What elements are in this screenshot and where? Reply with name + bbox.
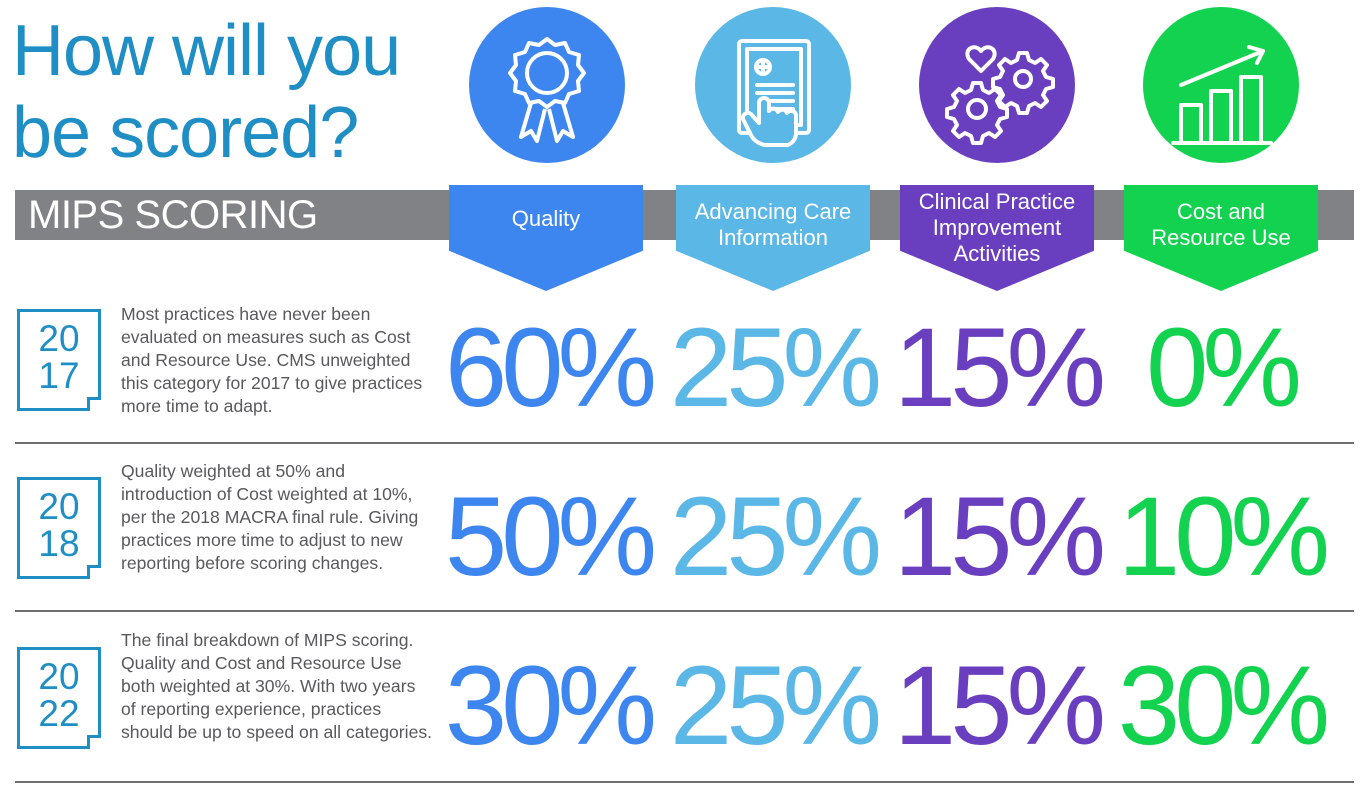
advancing-circle: [695, 7, 851, 163]
category-label-quality: Quality: [511, 206, 581, 231]
category-banner-quality: Quality: [449, 185, 643, 291]
title-line-2: be scored?: [12, 93, 359, 173]
bar-chart-arrow-icon: [1171, 45, 1273, 145]
value-advancing-2018: 25%: [669, 474, 882, 599]
year-calendar-2017: 20 17: [17, 309, 101, 411]
category-banner-cost: Cost and Resource Use: [1124, 185, 1318, 291]
category-label-advancing: Advancing Care Information: [694, 199, 852, 250]
value-cost-2022: 30%: [1117, 643, 1330, 768]
gears-heart-icon: [945, 45, 1055, 145]
title-line-1: How will you: [12, 11, 401, 91]
year-bottom: 17: [38, 355, 80, 396]
year-top: 20: [38, 656, 80, 697]
category-label-clinical: Clinical Practice Improvement Activities: [918, 189, 1076, 266]
value-cost-2017: 0%: [1146, 305, 1302, 430]
row-description-2018: Quality weighted at 50% and introduction…: [121, 461, 419, 573]
cost-circle: [1143, 7, 1299, 163]
category-banner-clinical: Clinical Practice Improvement Activities: [900, 185, 1094, 291]
section-label: MIPS SCORING: [28, 193, 318, 237]
year-bottom: 22: [38, 693, 80, 734]
value-clinical-2017: 15%: [893, 305, 1106, 430]
quality-circle: [469, 7, 625, 163]
row-divider: [15, 781, 1354, 783]
year-calendar-2022: 20 22: [17, 647, 101, 749]
value-clinical-2018: 15%: [893, 474, 1106, 599]
clinical-circle: [919, 7, 1075, 163]
row-divider: [15, 442, 1354, 444]
value-clinical-2022: 15%: [893, 643, 1106, 768]
category-banner-advancing: Advancing Care Information: [676, 185, 870, 291]
year-calendar-2018: 20 18: [17, 477, 101, 579]
row-divider: [15, 610, 1354, 612]
page-title: How will you be scored?: [12, 10, 452, 174]
row-description-2017: Most practices have never been evaluated…: [121, 304, 423, 416]
value-quality-2017: 60%: [444, 305, 657, 430]
year-top: 20: [38, 486, 80, 527]
tablet-hand-icon: [737, 39, 811, 147]
award-ribbon-icon: [508, 37, 586, 143]
value-cost-2018: 10%: [1117, 474, 1330, 599]
category-label-cost: Cost and Resource Use: [1151, 199, 1291, 250]
value-advancing-2017: 25%: [669, 305, 882, 430]
year-top: 20: [38, 318, 80, 359]
row-description-2022: The final breakdown of MIPS scoring. Qua…: [121, 630, 433, 742]
value-quality-2022: 30%: [444, 643, 657, 768]
year-bottom: 18: [38, 523, 80, 564]
value-advancing-2022: 25%: [669, 643, 882, 768]
value-quality-2018: 50%: [444, 474, 657, 599]
